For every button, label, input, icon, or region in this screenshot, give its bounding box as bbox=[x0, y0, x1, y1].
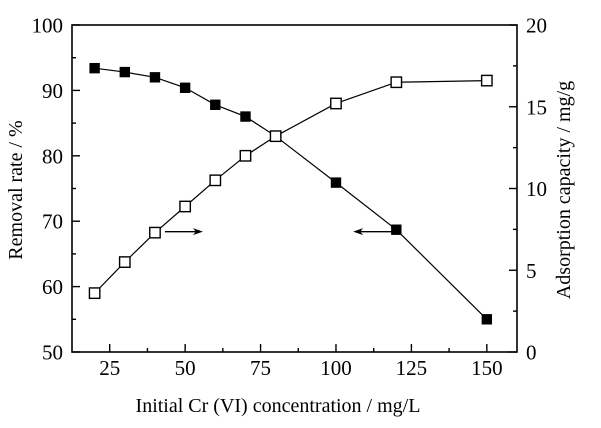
data-point-adsorption_capacity bbox=[179, 200, 192, 213]
x-tick-label: 25 bbox=[99, 356, 120, 380]
left-y-tick-label: 80 bbox=[42, 144, 63, 168]
data-point-removal_rate bbox=[330, 177, 342, 188]
x-tick-label: 50 bbox=[175, 356, 196, 380]
data-point-removal_rate bbox=[210, 99, 221, 110]
data-point-removal_rate bbox=[149, 72, 161, 83]
plot-generated-content: 25 50 75 100 125 150 50 60 70 80 90 100 0 5 10 15 20 bbox=[32, 14, 548, 381]
right-y-tick-label: 10 bbox=[526, 177, 547, 201]
left-y-tick-label: 60 bbox=[42, 275, 63, 299]
right-y-tick-label: 15 bbox=[526, 95, 547, 119]
data-point-adsorption_capacity bbox=[239, 149, 252, 162]
data-point-adsorption_capacity bbox=[330, 97, 342, 110]
data-point-removal_rate bbox=[89, 62, 100, 74]
data-point-adsorption_capacity bbox=[149, 226, 161, 239]
x-axis-title: Initial Cr (VI) concentration / mg/L bbox=[136, 395, 421, 417]
data-point-removal_rate bbox=[481, 314, 493, 325]
x-tick-label: 75 bbox=[250, 356, 271, 380]
capacity-axis-arrow-head bbox=[192, 228, 203, 236]
series-line-adsorption_capacity bbox=[94, 79, 487, 294]
data-point-adsorption_capacity bbox=[88, 287, 101, 300]
left-y-tick-label: 50 bbox=[42, 341, 63, 365]
data-point-adsorption_capacity bbox=[118, 256, 131, 268]
data-point-removal_rate bbox=[240, 111, 251, 122]
data-point-adsorption_capacity bbox=[209, 174, 222, 187]
right-y-tick-label: 5 bbox=[526, 259, 537, 283]
plot-frame bbox=[71, 24, 518, 353]
right-y-axis-title: Adsorption capacity / mg/g bbox=[553, 81, 575, 299]
data-point-removal_rate bbox=[119, 66, 130, 78]
left-y-axis-title: Removal rate / % bbox=[5, 120, 27, 259]
x-tick-label: 100 bbox=[320, 356, 352, 380]
data-point-removal_rate bbox=[391, 224, 402, 235]
data-point-adsorption_capacity bbox=[390, 76, 403, 89]
data-point-adsorption_capacity bbox=[269, 130, 282, 143]
x-tick-label: 150 bbox=[471, 356, 503, 380]
left-y-tick-label: 100 bbox=[32, 14, 64, 38]
left-y-tick-label: 70 bbox=[42, 210, 63, 234]
left-y-tick-label: 90 bbox=[42, 79, 63, 103]
series-line-removal_rate bbox=[94, 67, 488, 320]
removal-axis-arrow-head bbox=[353, 228, 364, 236]
x-tick-label: 125 bbox=[396, 356, 428, 380]
data-point-adsorption_capacity bbox=[480, 74, 493, 87]
right-y-tick-label: 20 bbox=[526, 14, 547, 38]
right-y-tick-label: 0 bbox=[526, 341, 537, 365]
data-point-removal_rate bbox=[179, 82, 191, 93]
